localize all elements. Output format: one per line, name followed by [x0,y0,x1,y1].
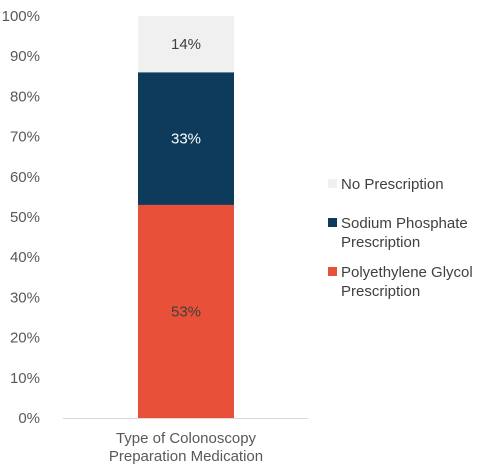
y-tick-label: 100% [2,8,40,25]
bar-segment-1 [138,204,234,418]
y-tick-label: 0% [18,410,40,427]
category-label-line: Preparation Medication [109,448,263,465]
y-tick-label: 40% [10,249,40,266]
bar-segment-3 [138,16,234,73]
data-labels: 53% 33% 14% [171,36,201,320]
legend-text-line: No Prescription [341,176,444,193]
y-tick-label: 50% [10,209,40,226]
y-tick-label: 30% [10,289,40,306]
category-label: Type of Colonoscopy Preparation Medicatio… [109,430,263,465]
bar-segments [138,16,234,418]
legend-text-line: Sodium Phosphate [341,215,468,232]
legend-swatch [328,267,337,276]
legend-text-line: Polyethylene Glycol [341,264,473,281]
legend-item: Sodium Phosphate Prescription [341,215,468,251]
y-tick-label: 80% [10,88,40,105]
y-axis-ticks: 0% 10% 20% 30% 40% 50% 60% 70% 80% 90% 100% [2,8,40,427]
legend-swatch [328,179,337,188]
data-label-1: 53% [171,303,201,320]
legend-item: Polyethylene Glycol Prescription [341,264,473,300]
y-tick-label: 20% [10,330,40,347]
legend-text-line: Prescription [341,283,420,300]
bar-segment-2 [138,72,234,205]
data-label-3: 14% [171,36,201,53]
legend-text-line: Prescription [341,234,420,251]
legend: No Prescription Sodium Phosphate Prescript… [328,176,473,300]
legend-swatch [328,218,337,227]
y-tick-label: 60% [10,169,40,186]
category-label-line: Type of Colonoscopy [116,430,257,447]
y-tick-label: 70% [10,129,40,146]
y-tick-label: 90% [10,48,40,65]
legend-item: No Prescription [341,176,444,193]
data-label-2: 33% [171,131,201,148]
y-tick-label: 10% [10,370,40,387]
